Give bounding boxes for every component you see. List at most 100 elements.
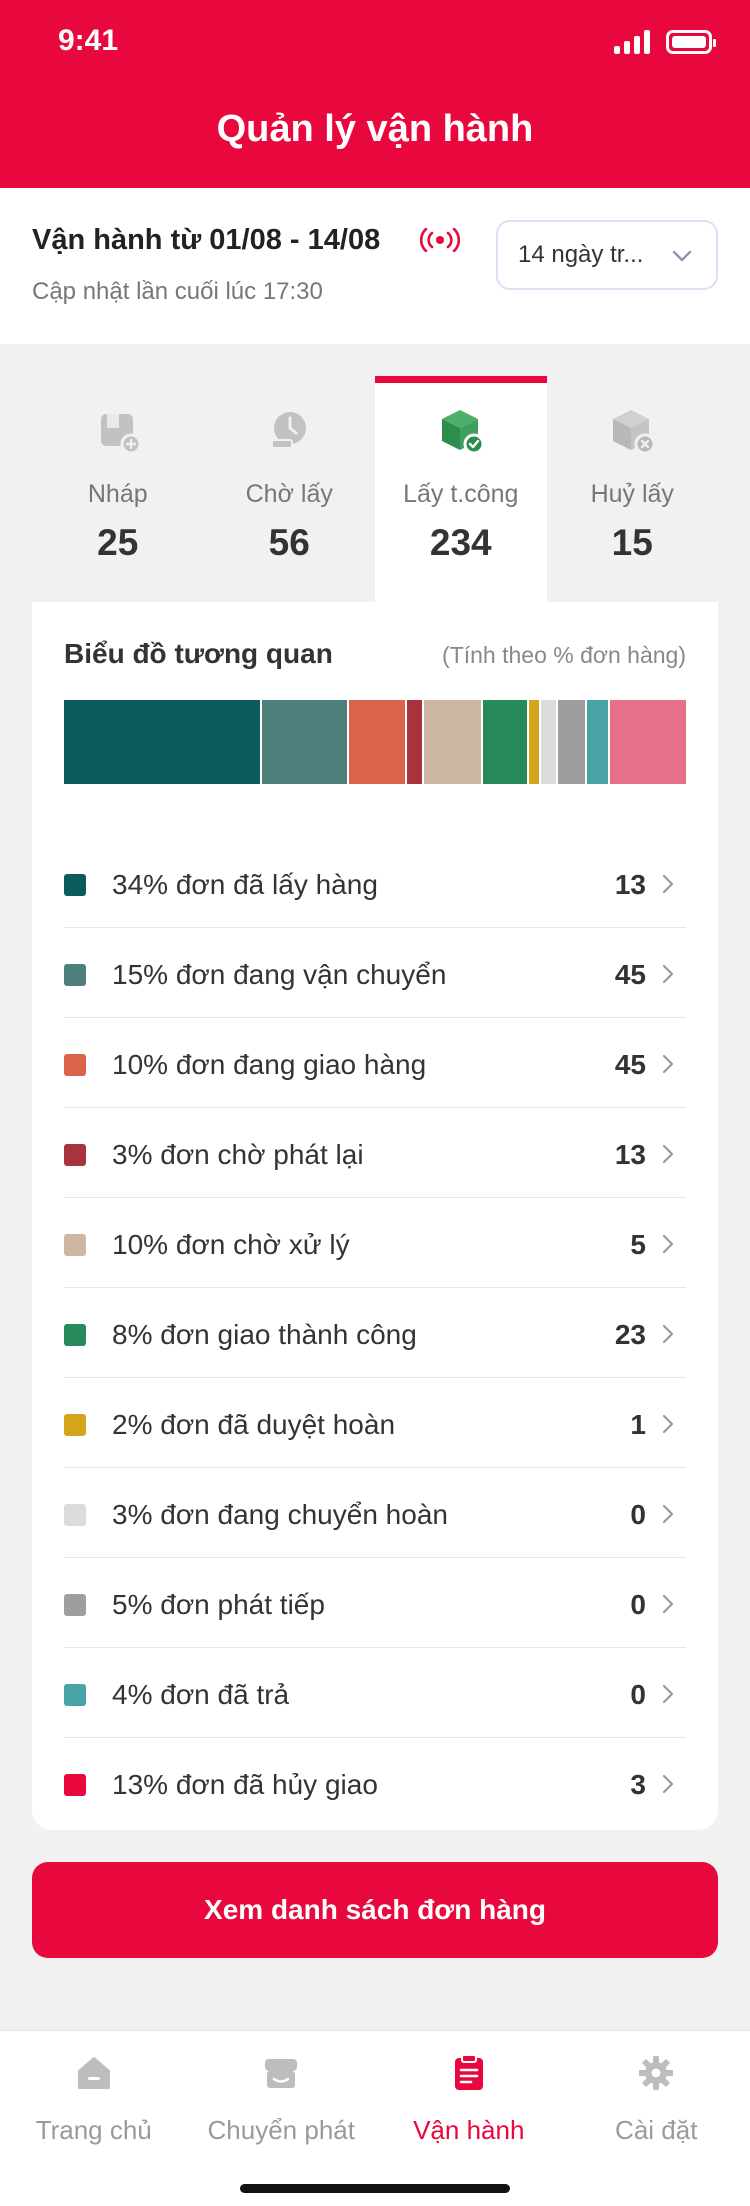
tab-label: Huỷ lấy	[590, 480, 674, 508]
legend-swatch	[64, 1324, 86, 1346]
box-cancel-icon	[613, 410, 656, 455]
legend-swatch	[64, 874, 86, 896]
nav-label: Trang chủ	[35, 2115, 152, 2145]
chart-title: Biểu đồ tương quan	[64, 638, 333, 669]
legend-swatch	[64, 1054, 86, 1076]
legend-item[interactable]: 3% đơn đang chuyển hoàn 0	[64, 1468, 686, 1558]
last-updated-text: Cập nhật lần cuối lúc 17:30	[32, 278, 323, 305]
operations-card: Nháp 25 Chờ lấy 56 Lấy t.công 234	[32, 376, 718, 1830]
tab-draft[interactable]: Nháp 25	[32, 376, 204, 602]
nav-shipping[interactable]: Chuyển phát	[188, 2031, 376, 2206]
nav-label: Cài đặt	[615, 2115, 698, 2145]
legend-item[interactable]: 34% đơn đã lấy hàng 13	[64, 838, 686, 928]
shipping-icon	[265, 2059, 298, 2088]
chevron-right-icon	[662, 1594, 674, 1614]
bar-segment	[540, 700, 559, 784]
legend-count: 13	[614, 1139, 646, 1170]
legend-item[interactable]: 4% đơn đã trả 0	[64, 1648, 686, 1738]
chevron-right-icon	[662, 1774, 674, 1794]
legend-count: 3	[630, 1769, 646, 1800]
tab-count: 234	[429, 522, 492, 563]
legend-item[interactable]: 5% đơn phát tiếp 0	[64, 1558, 686, 1648]
home-indicator	[240, 2184, 510, 2193]
period-select[interactable]: 14 ngày tr...	[496, 220, 718, 290]
tab-count: 56	[268, 522, 310, 563]
bar-segment	[64, 700, 262, 784]
nav-settings[interactable]: Cài đặt	[563, 2031, 750, 2206]
chevron-right-icon	[662, 1144, 674, 1164]
chevron-right-icon	[662, 1234, 674, 1254]
bar-segment	[587, 700, 611, 784]
legend-swatch	[64, 1144, 86, 1166]
legend-item[interactable]: 2% đơn đã duyệt hoàn 1	[64, 1378, 686, 1468]
legend-count: 0	[630, 1679, 646, 1710]
signal-icon	[614, 30, 650, 54]
bar-segment	[261, 700, 349, 784]
bar-segment	[529, 700, 541, 784]
bar-segment	[348, 700, 407, 784]
period-section: Vận hành từ 01/08 - 14/08 Cập nhật lần c…	[0, 188, 750, 344]
legend-label: 34% đơn đã lấy hàng	[112, 869, 378, 900]
box-check-icon	[441, 410, 485, 455]
stacked-percentage-bar	[64, 700, 686, 784]
tab-label: Nháp	[87, 480, 148, 508]
bar-segment	[558, 700, 588, 784]
legend-list: 34% đơn đã lấy hàng 13 15% đơn đang vận ch…	[64, 838, 686, 1828]
chevron-right-icon	[662, 1324, 674, 1344]
legend-item[interactable]: 10% đơn đang giao hàng 45	[64, 1018, 686, 1108]
chevron-right-icon	[662, 1054, 674, 1074]
legend-label: 10% đơn đang giao hàng	[112, 1049, 427, 1080]
nav-label: Chuyển phát	[207, 2115, 355, 2145]
clock-box-icon	[271, 412, 307, 449]
battery-icon	[666, 30, 716, 54]
view-orders-button[interactable]: Xem danh sách đơn hàng	[32, 1862, 718, 1958]
legend-item[interactable]: 3% đơn chờ phát lại 13	[64, 1108, 686, 1198]
legend-label: 2% đơn đã duyệt hoàn	[112, 1409, 396, 1440]
legend-count: 45	[614, 959, 646, 990]
legend-label: 13% đơn đã hủy giao	[112, 1769, 378, 1800]
legend-swatch	[64, 1234, 86, 1256]
tab-waiting-pickup[interactable]: Chờ lấy 56	[204, 376, 376, 602]
legend-count: 0	[630, 1499, 646, 1530]
legend-item[interactable]: 10% đơn chờ xử lý 5	[64, 1198, 686, 1288]
period-title: Vận hành từ 01/08 - 14/08	[32, 224, 381, 256]
legend-label: 5% đơn phát tiếp	[112, 1589, 325, 1620]
legend-swatch	[64, 1684, 86, 1706]
tab-cancelled-pickup[interactable]: Huỷ lấy 15	[547, 376, 719, 602]
tab-picked-up[interactable]: Lấy t.công 234	[375, 376, 547, 602]
legend-label: 8% đơn giao thành công	[112, 1319, 417, 1350]
legend-label: 10% đơn chờ xử lý	[112, 1229, 350, 1260]
status-time: 9:41	[58, 24, 119, 57]
chevron-right-icon	[662, 1504, 674, 1524]
period-select-value: 14 ngày tr...	[518, 241, 644, 268]
legend-swatch	[64, 1594, 86, 1616]
legend-count: 1	[630, 1409, 646, 1440]
legend-label: 15% đơn đang vận chuyển	[112, 959, 447, 990]
chevron-down-icon	[672, 250, 692, 262]
tab-count: 15	[611, 522, 653, 563]
tab-label: Lấy t.công	[403, 480, 519, 508]
bar-segment	[406, 700, 425, 784]
tab-label: Chờ lấy	[245, 480, 333, 508]
gear-icon	[639, 2056, 674, 2090]
status-tabs: Nháp 25 Chờ lấy 56 Lấy t.công 234	[32, 376, 718, 602]
nav-home[interactable]: Trang chủ	[0, 2031, 188, 2206]
chart-note: (Tính theo % đơn hàng)	[442, 642, 686, 668]
nav-label: Vận hành	[413, 2115, 525, 2145]
clipboard-icon	[454, 2054, 483, 2090]
status-icons	[614, 30, 716, 54]
chevron-right-icon	[662, 874, 674, 894]
legend-item[interactable]: 15% đơn đang vận chuyển 45	[64, 928, 686, 1018]
legend-label: 4% đơn đã trả	[112, 1679, 290, 1710]
legend-count: 45	[614, 1049, 646, 1080]
nav-operations[interactable]: Vận hành	[375, 2031, 563, 2206]
page-title: Quản lý vận hành	[216, 108, 534, 150]
legend-item[interactable]: 8% đơn giao thành công 23	[64, 1288, 686, 1378]
home-icon	[77, 2057, 110, 2089]
legend-item[interactable]: 13% đơn đã hủy giao 3	[64, 1738, 686, 1828]
chevron-right-icon	[662, 1414, 674, 1434]
legend-count: 13	[614, 869, 646, 900]
legend-swatch	[64, 1504, 86, 1526]
legend-swatch	[64, 964, 86, 986]
legend-swatch	[64, 1414, 86, 1436]
